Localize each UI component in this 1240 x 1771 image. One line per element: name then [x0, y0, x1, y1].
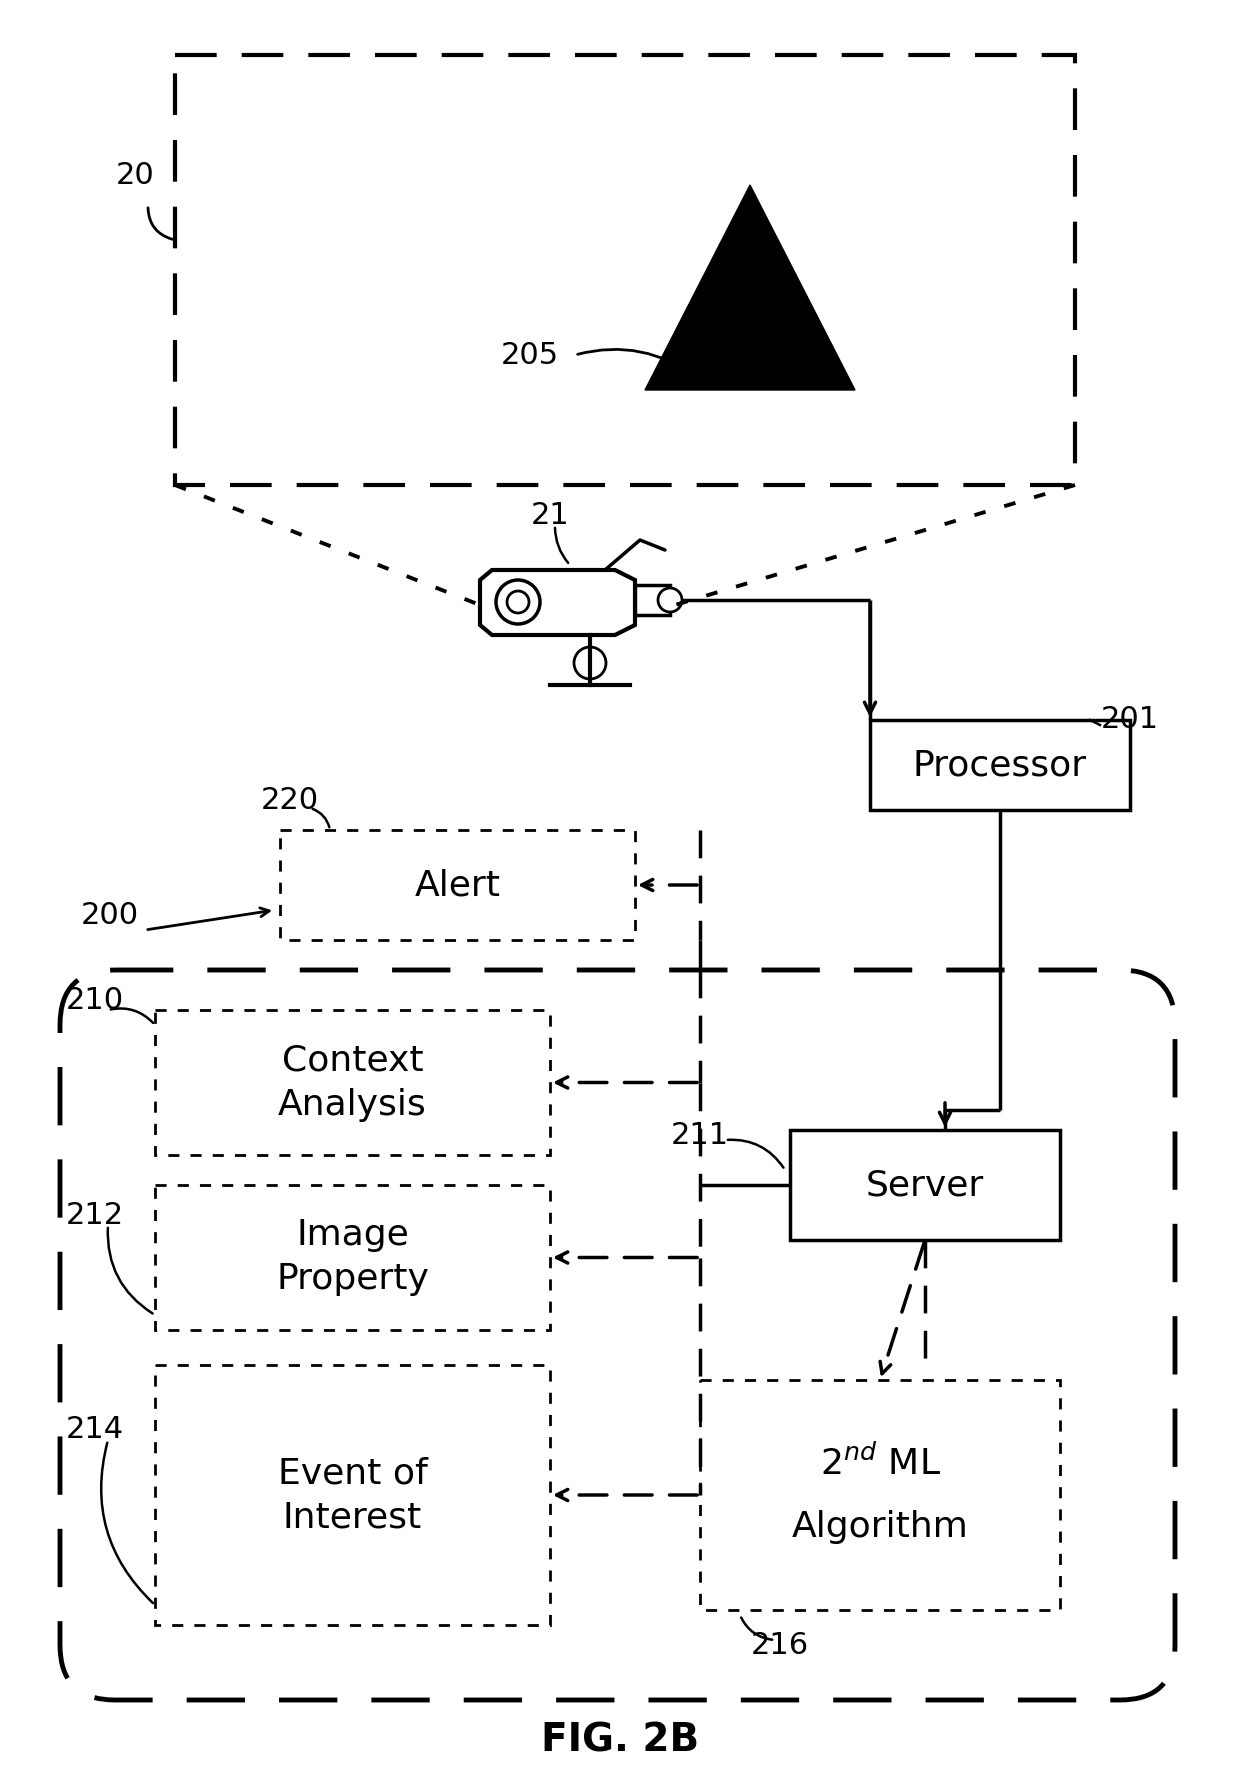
Text: 200: 200: [81, 900, 139, 930]
Bar: [155, 1185, 551, 1330]
Text: 210: 210: [66, 985, 124, 1015]
Text: 216: 216: [751, 1631, 808, 1659]
Text: Analysis: Analysis: [278, 1087, 427, 1121]
Circle shape: [658, 588, 682, 613]
Bar: [155, 1365, 551, 1626]
Circle shape: [574, 646, 606, 678]
Text: FIG. 2B: FIG. 2B: [541, 1721, 699, 1759]
Text: 212: 212: [66, 1201, 124, 1229]
Bar: [790, 1130, 1060, 1240]
Bar: [175, 55, 1075, 485]
Text: 220: 220: [260, 786, 319, 815]
Text: Image: Image: [296, 1218, 409, 1252]
Text: 211: 211: [671, 1121, 729, 1149]
Text: Interest: Interest: [283, 1500, 422, 1534]
Text: Property: Property: [277, 1263, 429, 1296]
Polygon shape: [645, 184, 856, 390]
Text: 214: 214: [66, 1415, 124, 1445]
Circle shape: [496, 579, 539, 623]
Bar: [280, 831, 635, 940]
Text: Server: Server: [866, 1169, 985, 1203]
Text: 201: 201: [1101, 705, 1159, 735]
Bar: [701, 1380, 1060, 1610]
Text: 205: 205: [501, 340, 559, 370]
Text: Processor: Processor: [913, 747, 1087, 783]
Text: $2^{nd}$ ML: $2^{nd}$ ML: [820, 1445, 940, 1482]
Text: Alert: Alert: [414, 868, 501, 901]
Bar: [635, 584, 670, 615]
Bar: [155, 1009, 551, 1155]
Text: 21: 21: [531, 501, 569, 530]
Bar: [870, 721, 1130, 809]
Text: Event of: Event of: [278, 1456, 428, 1489]
Polygon shape: [480, 570, 635, 636]
Text: 20: 20: [115, 161, 154, 189]
Text: Algorithm: Algorithm: [791, 1511, 968, 1544]
Text: Context: Context: [281, 1043, 423, 1077]
Circle shape: [507, 592, 529, 613]
